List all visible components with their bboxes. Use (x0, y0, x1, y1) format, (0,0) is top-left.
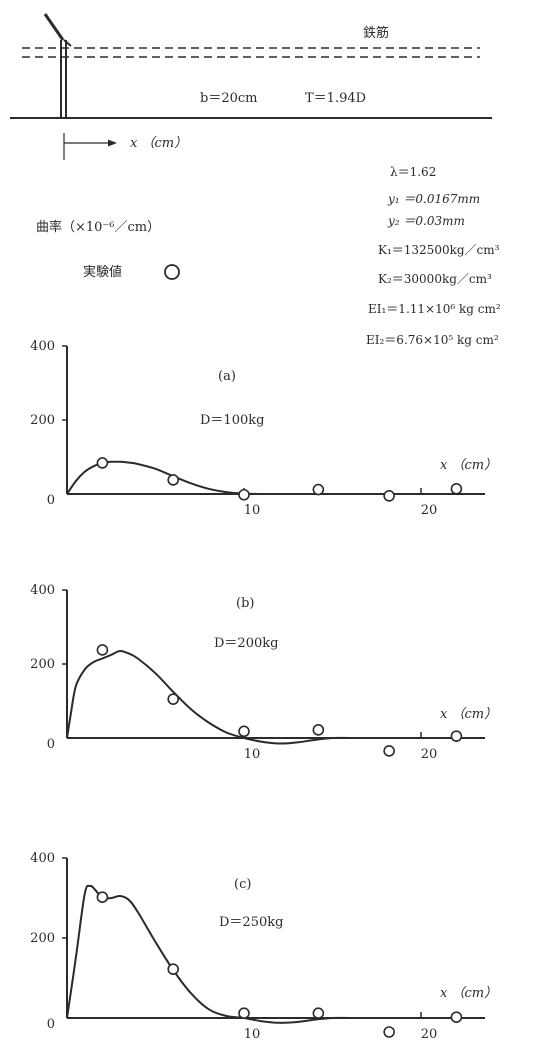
y-tick-label: 200 (30, 413, 55, 428)
y-tick-label: 0 (47, 1017, 55, 1032)
y-tick-label: 0 (47, 737, 55, 752)
experiment-point (238, 1007, 250, 1020)
x-axis-label: x （cm） (440, 985, 497, 1001)
x-axis-label: x （cm） (440, 706, 497, 722)
y-axis-label: 曲率（×10⁻⁶／cm） (36, 219, 160, 235)
experiment-point (383, 490, 395, 502)
chart-panel-c: 0 200 400 10 20 (c) D＝250kg x （cm） (30, 851, 497, 1042)
beam-schematic (10, 13, 492, 160)
x-tick-label: 20 (421, 1027, 438, 1042)
experiment-point (238, 725, 250, 738)
arrow-head-icon (108, 139, 117, 147)
experiment-point (383, 745, 395, 757)
pile-head (43, 13, 65, 41)
t-label: T＝1.94D (305, 91, 366, 106)
legend-marker-label: 実験値 (83, 264, 122, 280)
param-lambda: λ＝1.62 (390, 165, 436, 179)
experiment-point (450, 730, 463, 742)
chart-panel-b: 0 200 400 10 20 (b) D＝200kg x （cm） (30, 583, 497, 762)
experiment-point (312, 724, 325, 736)
y-tick-label: 400 (30, 583, 55, 598)
experiment-point (167, 693, 179, 705)
param-ei2: EI₂＝6.76×10⁵ kg cm² (366, 333, 499, 347)
parameter-list: λ＝1.62 y₁ ＝0.0167mm y₂ ＝0.03mm K₁＝132500… (366, 165, 501, 347)
schematic-x-label: x （cm） (130, 135, 187, 151)
theory-curve (66, 650, 475, 745)
y-tick-label: 200 (30, 931, 55, 946)
width-label: b＝20cm (200, 91, 257, 106)
load-label: D＝200kg (214, 636, 278, 651)
y-tick-label: 400 (30, 339, 55, 354)
legend-circle-icon (164, 264, 180, 280)
experiment-point (96, 644, 109, 656)
chart-panel-a: 0 200 400 10 20 (a) D＝100kg x （cm） (30, 339, 497, 518)
panel-label: (b) (236, 596, 254, 611)
param-y1: y₁ ＝0.0167mm (387, 192, 480, 206)
experiment-point (383, 1026, 395, 1038)
experiment-point (96, 891, 109, 904)
x-tick-label: 10 (244, 747, 261, 762)
experiment-point (238, 488, 250, 501)
load-label: D＝250kg (219, 915, 283, 930)
panel-label: (c) (234, 877, 251, 892)
experiment-point (450, 1011, 463, 1024)
experiment-point (450, 483, 463, 495)
experiment-point (167, 963, 179, 976)
pile-head-tip (63, 39, 72, 47)
x-tick-label: 20 (421, 747, 438, 762)
theory-curve (66, 460, 475, 496)
y-tick-label: 0 (47, 493, 55, 508)
x-tick-label: 20 (421, 503, 438, 518)
experiment-point (312, 483, 325, 496)
param-ei1: EI₁＝1.11×10⁶ kg cm² (368, 302, 501, 316)
experiment-point (96, 457, 109, 469)
x-axis-label: x （cm） (440, 457, 497, 473)
panel-label: (a) (218, 369, 236, 384)
rebar-label: 鉄筋 (363, 25, 389, 41)
y-tick-label: 400 (30, 851, 55, 866)
x-tick-label: 10 (244, 1027, 261, 1042)
load-label: D＝100kg (200, 413, 264, 428)
experiment-point (312, 1007, 325, 1020)
theory-curve (66, 884, 475, 1024)
param-y2: y₂ ＝0.03mm (387, 214, 465, 228)
x-tick-label: 10 (244, 503, 261, 518)
y-tick-label: 200 (30, 657, 55, 672)
param-k1: K₁＝132500kg／cm³ (378, 243, 500, 257)
experiment-point (167, 474, 179, 486)
param-k2: K₂＝30000kg／cm³ (378, 272, 492, 286)
